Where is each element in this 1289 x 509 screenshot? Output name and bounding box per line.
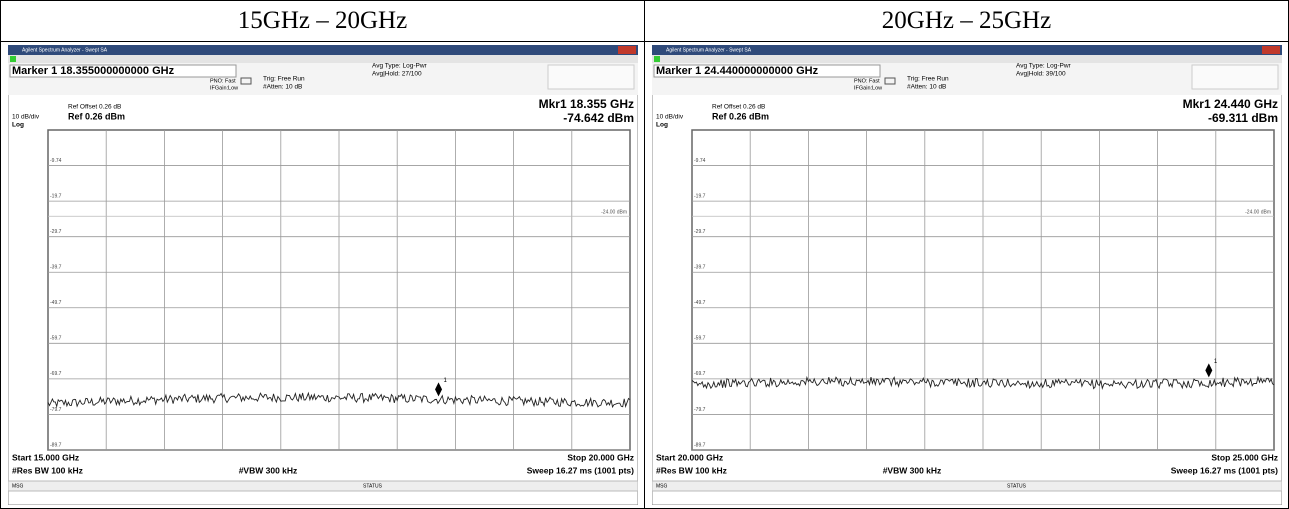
y-tick-label: -29.7: [694, 229, 706, 235]
trig-icon: [884, 77, 896, 85]
marker-entry: Marker 1 18.355000000000 GHz: [12, 65, 175, 77]
trace-info: [547, 64, 635, 90]
status-area: STATUS: [363, 483, 383, 489]
y-tick-label: -49.7: [50, 300, 62, 306]
trace: [691, 375, 1275, 390]
window-title: Agilent Spectrum Analyzer - Swept SA: [666, 47, 752, 53]
ifgain-setting: IFGain:Low: [854, 85, 882, 91]
status-bar: [8, 480, 638, 492]
marker-symbol: [435, 382, 443, 397]
ref-offset: Ref Offset 0.26 dB: [68, 104, 121, 111]
y-tick-label: -29.7: [50, 229, 62, 235]
y-tick-label: -79.7: [694, 407, 706, 413]
y-tick-label: -59.7: [50, 336, 62, 342]
marker-box: [9, 64, 237, 78]
stop-frequency: Stop 20.000 GHz: [567, 452, 634, 462]
start-frequency: Start 20.000 GHz: [656, 452, 723, 462]
status-area: STATUS: [1007, 483, 1027, 489]
display-line-label: -24.00 dBm: [601, 210, 627, 216]
status-light: [10, 56, 16, 62]
avg-type: Avg Type: Log-Pwr: [372, 63, 428, 70]
marker-number: 1: [1214, 359, 1218, 365]
y-tick-label: -49.7: [694, 300, 706, 306]
sweep-time: Sweep 16.27 ms (1001 pts): [527, 465, 634, 475]
video-bandwidth: #VBW 300 kHz: [883, 465, 942, 475]
pno-setting: PNO: Fast: [854, 78, 880, 84]
video-bandwidth: #VBW 300 kHz: [239, 465, 298, 475]
image-row: Agilent Spectrum Analyzer - Swept SA Mark…: [0, 41, 1289, 509]
y-tick-label: -39.7: [50, 265, 62, 271]
y-tick-label: -39.7: [694, 265, 706, 271]
marker-box: [653, 64, 881, 78]
close-button: [1262, 46, 1280, 54]
image-cell: Agilent Spectrum Analyzer - Swept SA Mark…: [644, 41, 1289, 509]
display-line-label: -24.00 dBm: [1245, 210, 1271, 216]
marker-frequency: Mkr1 18.355 GHz: [539, 97, 634, 111]
trace: [47, 391, 631, 409]
header-cell: 15GHz – 20GHz: [0, 0, 645, 42]
resolution-bandwidth: #Res BW 100 kHz: [12, 465, 83, 475]
marker-frequency: Mkr1 24.440 GHz: [1183, 97, 1278, 111]
marker-level: -69.311 dBm: [1208, 111, 1278, 125]
y-tick-label: -19.7: [694, 193, 706, 199]
avg-hold: Avg|Hold: 27/100: [372, 71, 422, 78]
trace-info: [1191, 64, 1279, 90]
y-tick-label: -69.7: [694, 371, 706, 377]
message-area: MSG: [656, 483, 668, 489]
header-cell: 20GHz – 25GHz: [644, 0, 1289, 42]
header-row: 15GHz – 20GHz 20GHz – 25GHz: [0, 0, 1289, 42]
close-button: [618, 46, 636, 54]
analyzer-screen: Agilent Spectrum Analyzer - Swept SA Mark…: [8, 45, 638, 505]
y-tick-label: -9.74: [50, 158, 62, 164]
ref-level: Ref 0.26 dBm: [712, 111, 769, 121]
resolution-bandwidth: #Res BW 100 kHz: [656, 465, 727, 475]
image-cell: Agilent Spectrum Analyzer - Swept SA Mark…: [0, 41, 645, 509]
sweep-time: Sweep 16.27 ms (1001 pts): [1171, 465, 1278, 475]
title-bar: [8, 45, 638, 55]
y-tick-label: -9.74: [694, 158, 706, 164]
marker-number: 1: [444, 378, 448, 384]
stop-frequency: Stop 25.000 GHz: [1211, 452, 1278, 462]
y-tick-label: -19.7: [50, 193, 62, 199]
ref-offset: Ref Offset 0.26 dB: [712, 104, 765, 111]
message-area: MSG: [12, 483, 24, 489]
status-light: [654, 56, 660, 62]
marker-symbol: [1205, 363, 1213, 378]
atten-setting: #Atten: 10 dB: [907, 84, 946, 91]
trig-setting: Trig: Free Run: [907, 76, 949, 83]
trig-setting: Trig: Free Run: [263, 76, 305, 83]
avg-type: Avg Type: Log-Pwr: [1016, 63, 1072, 70]
marker-entry: Marker 1 24.440000000000 GHz: [656, 65, 819, 77]
menu-bar: [652, 55, 1282, 63]
y-tick-label: -59.7: [694, 336, 706, 342]
marker-level: -74.642 dBm: [563, 111, 634, 125]
atten-setting: #Atten: 10 dB: [263, 84, 302, 91]
window-title: Agilent Spectrum Analyzer - Swept SA: [22, 47, 108, 53]
status-bar: [652, 480, 1282, 492]
scale-type: Log: [656, 122, 668, 129]
analyzer-screen: Agilent Spectrum Analyzer - Swept SA Mark…: [652, 45, 1282, 505]
y-tick-label: -89.7: [50, 442, 62, 448]
y-tick-label: -89.7: [694, 442, 706, 448]
scale-type: Log: [12, 122, 24, 129]
trig-icon: [240, 77, 252, 85]
scale-label: 10 dB/div: [656, 114, 684, 121]
pno-setting: PNO: Fast: [210, 78, 236, 84]
scale-label: 10 dB/div: [12, 114, 40, 121]
y-tick-label: -69.7: [50, 371, 62, 377]
start-frequency: Start 15.000 GHz: [12, 452, 79, 462]
ifgain-setting: IFGain:Low: [210, 85, 238, 91]
menu-bar: [8, 55, 638, 63]
title-bar: [652, 45, 1282, 55]
ref-level: Ref 0.26 dBm: [68, 111, 125, 121]
avg-hold: Avg|Hold: 39/100: [1016, 71, 1066, 78]
y-tick-label: -79.7: [50, 407, 62, 413]
